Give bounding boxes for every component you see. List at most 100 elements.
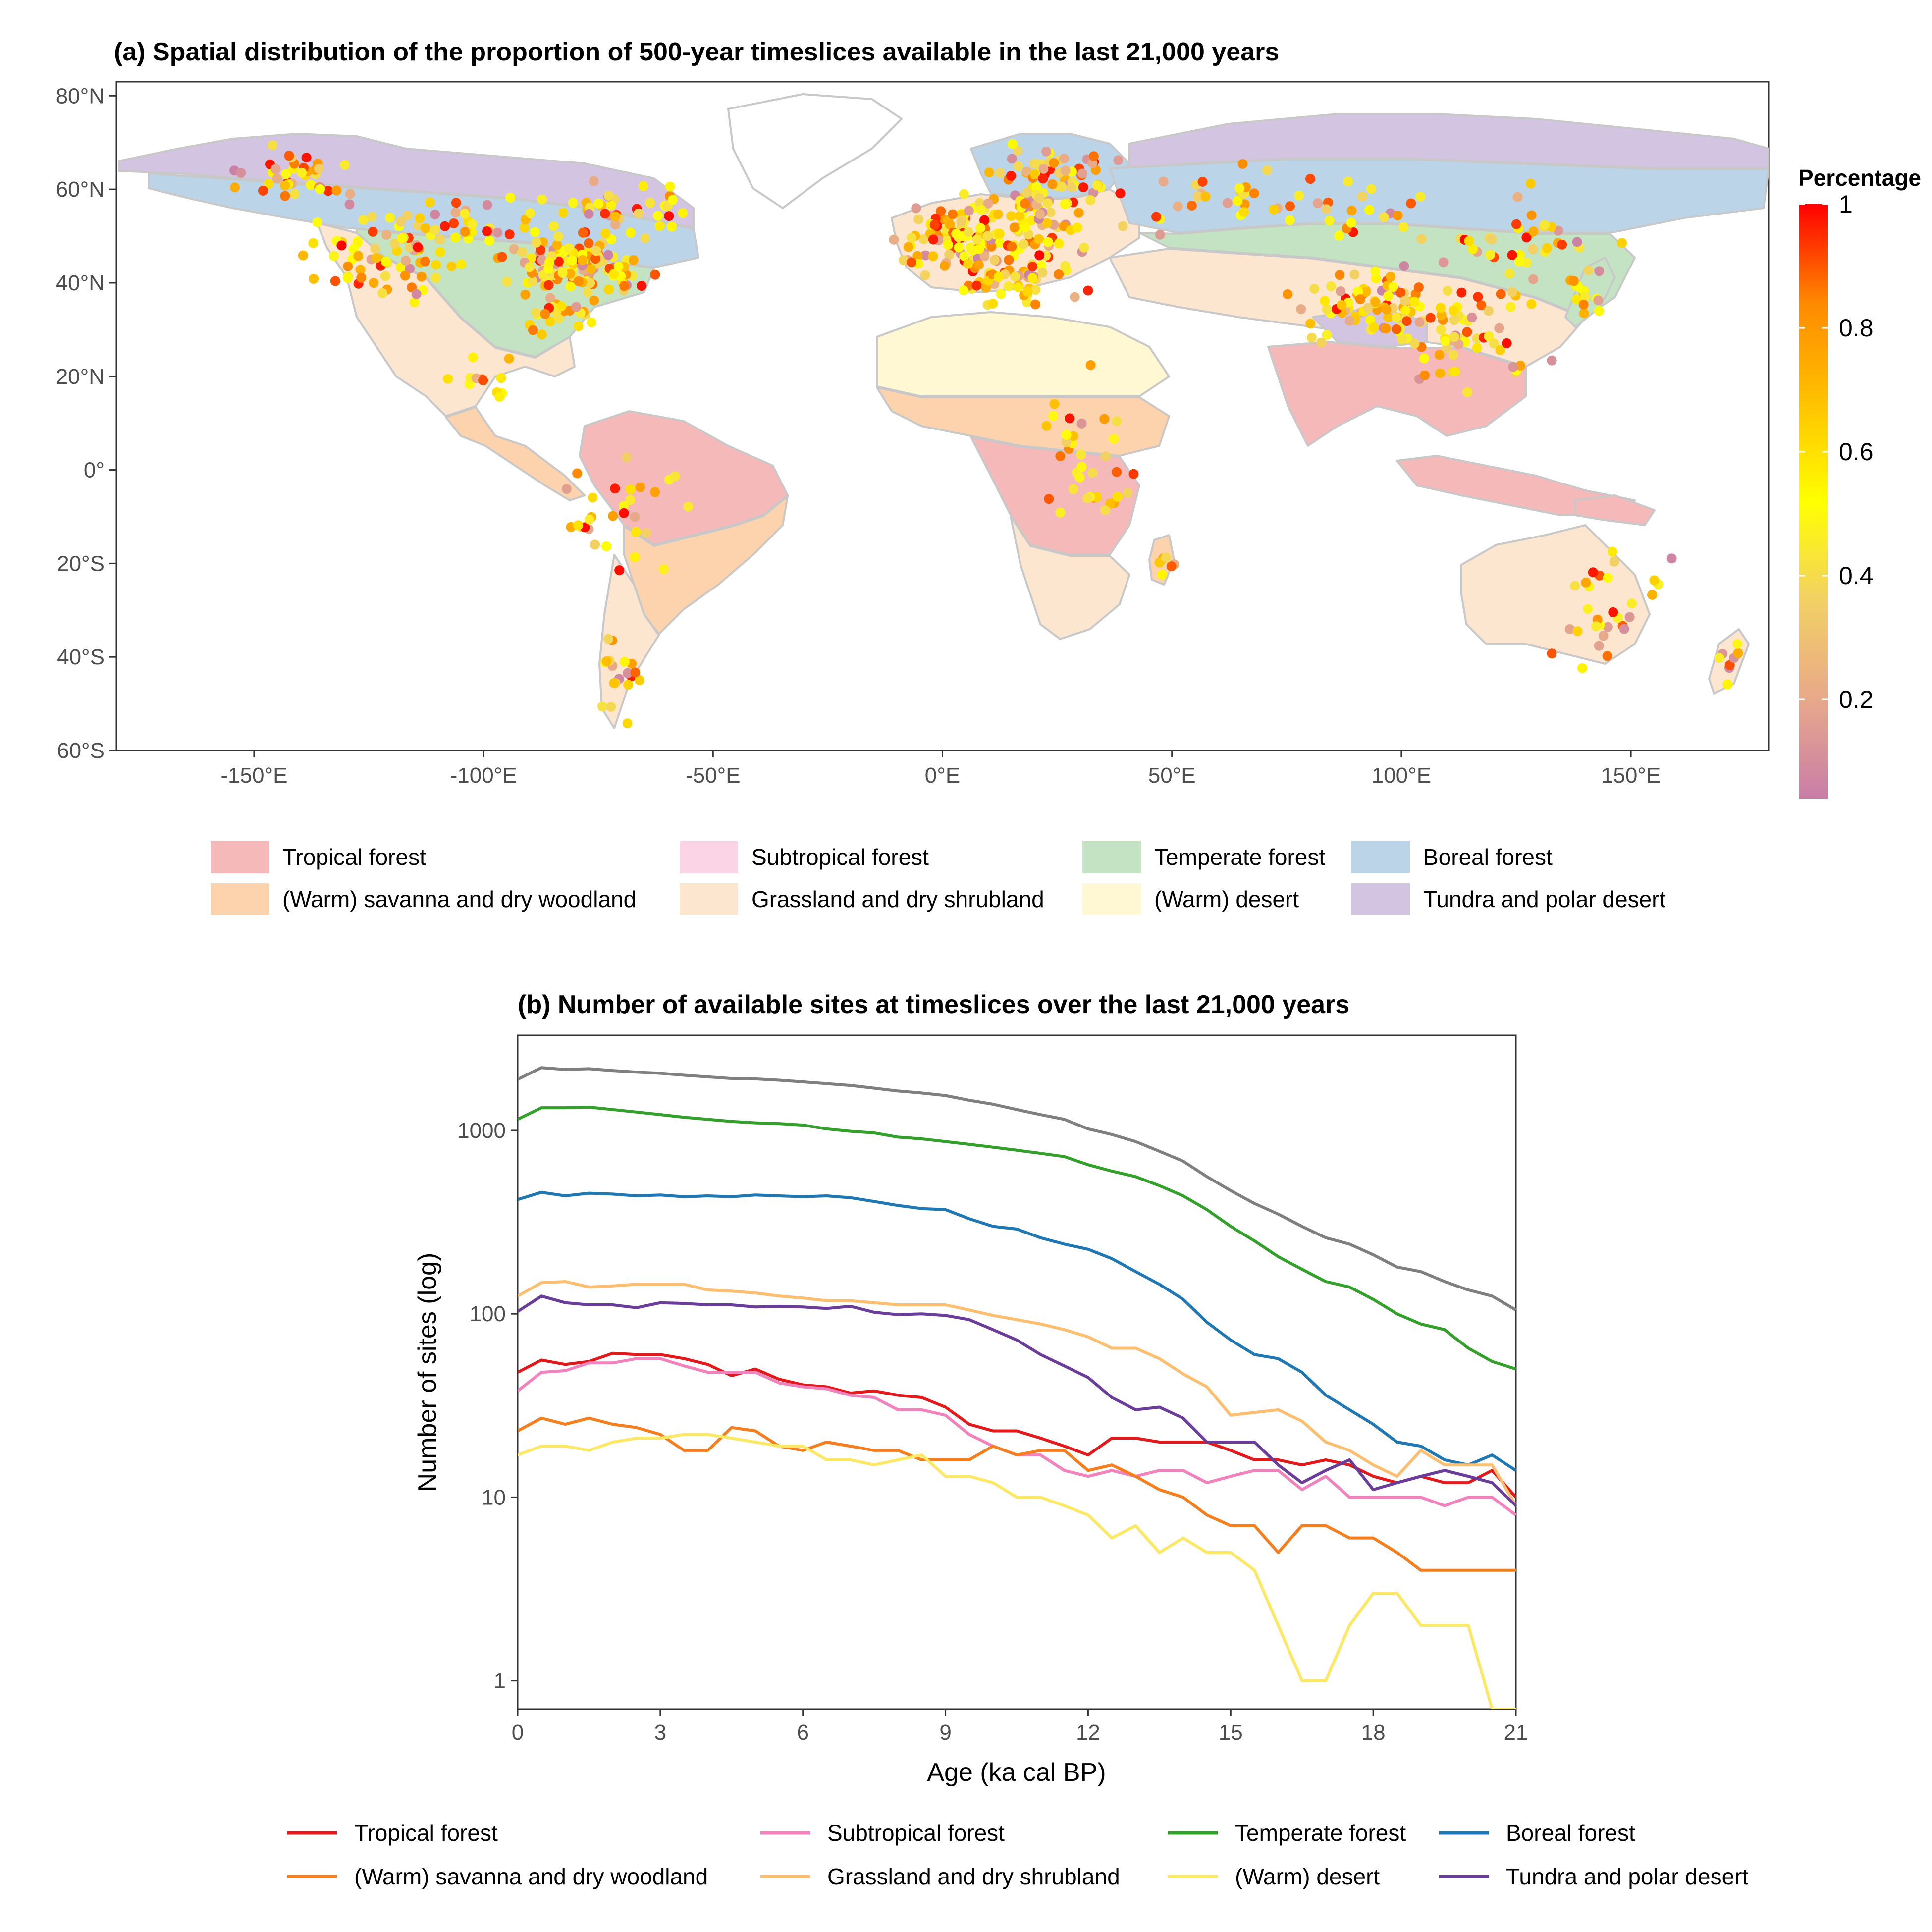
site-point [983, 198, 993, 209]
site-point [1462, 387, 1473, 397]
site-point [572, 468, 583, 479]
site-point [637, 281, 647, 291]
site-point [889, 234, 899, 245]
site-point [371, 253, 381, 263]
panel-b-legend: Tropical forest Subtropical forest Tempera… [287, 1820, 1748, 1889]
site-point [1042, 218, 1052, 228]
site-point [1013, 282, 1023, 292]
site-point [509, 244, 519, 254]
site-point [1019, 239, 1029, 249]
legend-a-label: (Warm) desert [1154, 886, 1299, 912]
site-point [401, 255, 411, 266]
site-point [377, 288, 388, 298]
site-point [1364, 205, 1374, 215]
site-point [1022, 166, 1032, 177]
site-point [1078, 182, 1088, 193]
site-point [467, 219, 478, 229]
legend-a-label: Tundra and polar desert [1423, 886, 1665, 912]
site-point [634, 675, 644, 685]
site-point [1539, 220, 1550, 230]
site-point [640, 233, 650, 243]
site-point [1037, 268, 1048, 278]
site-point [524, 262, 535, 272]
site-point [948, 209, 958, 219]
site-point [590, 254, 601, 264]
site-point [1435, 303, 1446, 313]
site-point [561, 484, 572, 494]
site-point [496, 373, 506, 383]
site-point [1505, 302, 1516, 312]
site-point [1557, 239, 1567, 250]
site-point [1383, 291, 1394, 301]
site-point [1048, 411, 1059, 421]
line-y-label: Number of sites (log) [413, 1253, 442, 1492]
site-point [1602, 651, 1612, 661]
site-point [670, 471, 680, 482]
site-point [1322, 330, 1332, 340]
site-point [1047, 179, 1058, 189]
panel-b-title: (b) Number of available sites at timesli… [518, 990, 1349, 1019]
site-point [606, 702, 616, 712]
site-point [1572, 237, 1582, 247]
site-point [1570, 581, 1580, 591]
site-point [301, 153, 312, 163]
legend-a-label: (Warm) savanna and dry woodland [282, 886, 636, 912]
site-point [1038, 164, 1049, 174]
site-point [944, 250, 954, 260]
site-point [1034, 250, 1045, 261]
site-point [504, 229, 515, 239]
map-x-tick-label: 100°E [1372, 763, 1431, 788]
site-point [593, 198, 604, 209]
site-point [537, 194, 547, 205]
site-point [1100, 451, 1111, 462]
site-point [589, 176, 599, 186]
line-y-tick-label: 1000 [457, 1119, 506, 1143]
site-point [1450, 367, 1460, 377]
line-x-tick-label: 21 [1504, 1720, 1528, 1745]
site-point [1061, 429, 1072, 440]
site-point [1067, 182, 1077, 192]
colorbar-tick-label: 0.4 [1839, 562, 1874, 590]
site-point [574, 276, 584, 286]
site-point [667, 221, 677, 232]
map-x-tick-label: 0°E [925, 763, 960, 788]
site-point [1473, 292, 1483, 302]
site-point [449, 218, 459, 228]
site-point [1038, 173, 1048, 184]
site-point [340, 160, 350, 170]
site-point [309, 274, 319, 284]
site-point [625, 227, 636, 238]
site-point [1285, 201, 1295, 212]
site-point [1564, 624, 1575, 634]
legend-a-swatch [1082, 883, 1141, 915]
map-y-tick-label: 60°N [56, 177, 105, 202]
site-point [1109, 434, 1119, 444]
site-point [1462, 327, 1472, 337]
site-point [1547, 648, 1557, 659]
site-point [1041, 421, 1052, 431]
site-point [420, 223, 430, 233]
site-point [343, 261, 353, 271]
site-point [413, 242, 423, 253]
site-point [1381, 304, 1392, 315]
site-point [1572, 626, 1583, 637]
site-point [974, 244, 984, 254]
site-point [478, 376, 488, 385]
site-point [1581, 577, 1591, 588]
site-point [1010, 271, 1020, 282]
site-point [1598, 631, 1609, 641]
site-point [268, 140, 278, 150]
site-point [1076, 418, 1087, 429]
site-point [545, 293, 555, 303]
site-point [601, 541, 612, 551]
site-point [1487, 234, 1497, 245]
site-point [630, 512, 640, 522]
site-point [912, 251, 923, 261]
site-point [1485, 250, 1495, 260]
site-point [590, 539, 600, 550]
site-point [1123, 488, 1133, 498]
site-point [954, 242, 964, 253]
site-point [1436, 324, 1446, 335]
series-line [518, 1294, 1516, 1507]
site-point [1733, 648, 1743, 658]
